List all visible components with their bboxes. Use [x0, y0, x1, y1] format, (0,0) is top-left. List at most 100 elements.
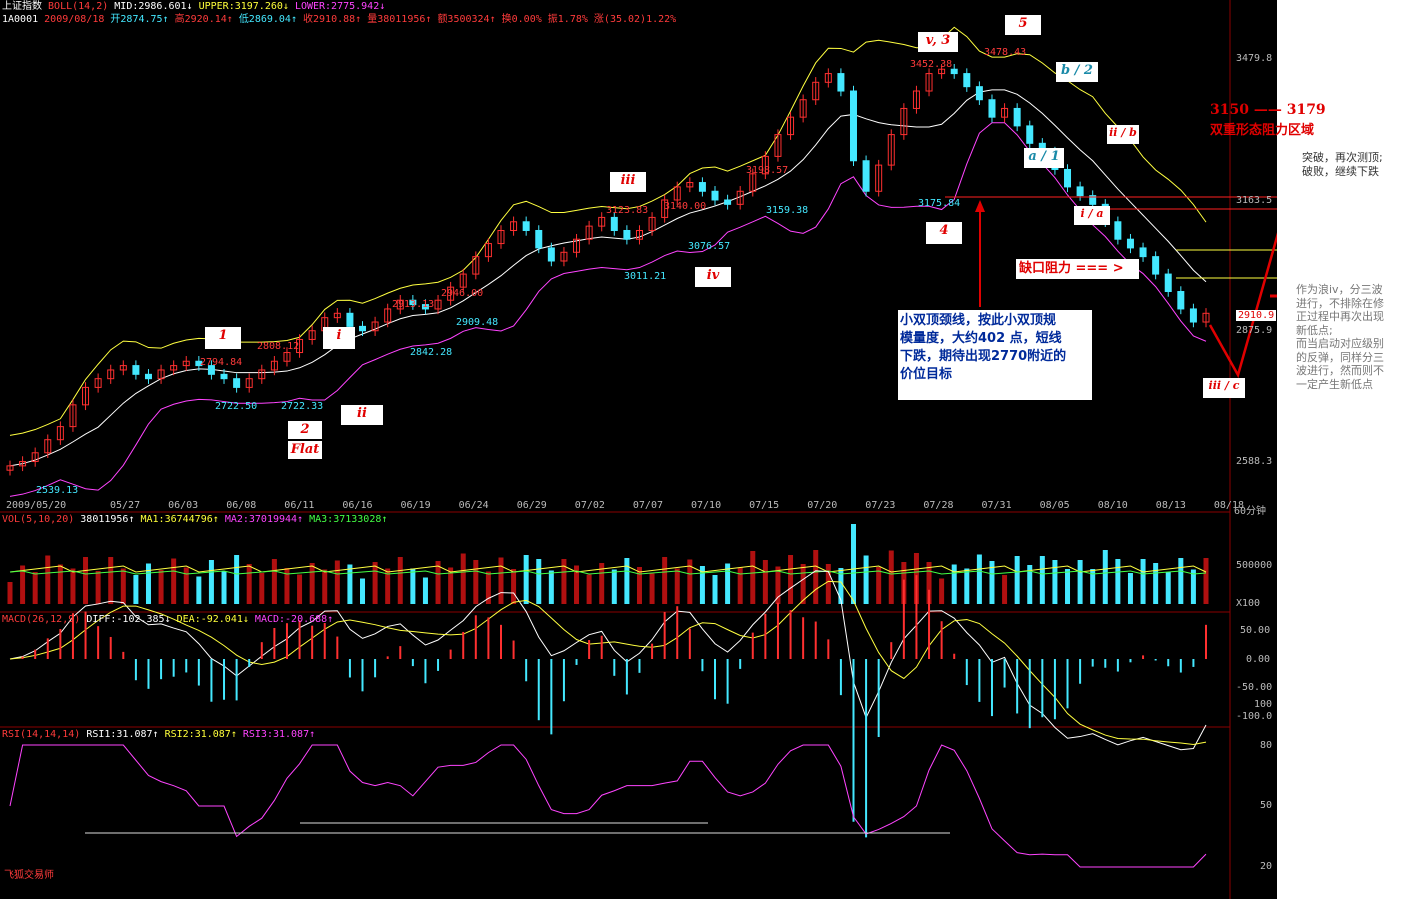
boll-mid: MID:2986.601↓ [114, 1, 193, 12]
candle-body [1013, 107, 1021, 127]
volume-ma3: MA3:37133028↑ [309, 514, 388, 525]
wave-note-line: 进行，不排除在修 [1296, 296, 1384, 310]
candle-body [749, 173, 757, 192]
volume-bar [976, 554, 982, 604]
candle-body [975, 86, 983, 101]
volume-bar [876, 567, 882, 604]
candle-body [258, 369, 266, 380]
rsi-tick: 50 [1260, 800, 1273, 811]
price-point-label: 2913.13 [392, 299, 435, 310]
macd-dea: DEA:-92.041↓ [176, 614, 249, 625]
volume-bar [775, 566, 781, 604]
candle-body [157, 369, 165, 380]
candle-body [547, 247, 555, 262]
volume-ma1: MA1:36744796↑ [140, 514, 219, 525]
candle-body [862, 160, 870, 192]
candle-body [648, 216, 656, 231]
date-tick: 08/05 [1039, 500, 1070, 511]
volume-bar [611, 569, 617, 604]
candle-body [409, 299, 417, 306]
volume-bar [712, 575, 718, 604]
breakout-note-1: 突破，再次测顶; [1302, 151, 1383, 164]
volume-bar [271, 559, 277, 604]
candle-body [1152, 256, 1160, 275]
date-tick: 06/29 [516, 500, 547, 511]
date-tick: 05/27 [110, 500, 141, 511]
volume-bar [838, 568, 844, 604]
date-tick: 07/10 [691, 500, 722, 511]
right-annotation-panel [1277, 0, 1404, 899]
volume-ma3-line [9, 570, 1207, 575]
volume-bar [498, 557, 504, 604]
candle-body [170, 365, 178, 371]
candle-body [887, 134, 895, 166]
volume-bar [183, 567, 189, 604]
date-tick: 07/31 [981, 500, 1012, 511]
price-point-label: 2722.33 [281, 401, 324, 412]
volume-bar [334, 560, 340, 604]
volume-bar [196, 576, 202, 604]
volume-bar [548, 570, 554, 604]
price-point-label: 3076.57 [688, 241, 731, 252]
volume-bar [246, 564, 252, 604]
volume-bar [649, 573, 655, 604]
volume-bar [460, 553, 466, 604]
high-value: 高2920.14↑ [174, 14, 233, 25]
volume-bar [70, 568, 76, 604]
price-point-label: 2722.50 [215, 401, 258, 412]
projection-path [1208, 204, 1288, 379]
volume-bar [158, 570, 164, 604]
wave-box-iiic: iii / c [1203, 378, 1245, 398]
price-point-label: 3140.00 [664, 201, 707, 212]
volume-bar [636, 567, 642, 604]
candle-body [598, 216, 606, 227]
volume-bar [95, 571, 101, 604]
candle-body [447, 286, 455, 301]
date-tick: 07/15 [749, 500, 780, 511]
volume-bar [120, 568, 126, 604]
volume-bar [473, 560, 479, 604]
price-header: 上证指数 BOLL(14,2) MID:2986.601↓ UPPER:3197… [2, 1, 385, 13]
date-tick: 06/08 [226, 500, 257, 511]
candle-body [963, 73, 971, 88]
volume-bar [133, 575, 139, 604]
rsi-2: RSI2:31.087↑ [164, 729, 237, 740]
volume-bar [561, 559, 567, 604]
volume-bar [825, 564, 831, 604]
candle-body [144, 373, 152, 380]
rsi-tick: 20 [1260, 861, 1273, 872]
wave-box-5: 5 [1005, 15, 1041, 35]
rsi-3: RSI3:31.087↑ [242, 729, 316, 740]
candle-body [195, 360, 203, 367]
wave-box-v3: v, 3 [918, 32, 958, 52]
price-point-label: 3159.38 [766, 205, 809, 216]
candle-body [459, 273, 467, 288]
volume-bar [574, 565, 580, 604]
candle-body [497, 229, 505, 245]
volume-bar [171, 558, 177, 604]
candle-body [950, 68, 958, 75]
price-point-label: 3011.21 [624, 271, 667, 282]
candle-body [1164, 273, 1172, 293]
volume-bar [888, 550, 894, 604]
macd-tick: -50.00 [1236, 682, 1273, 693]
volume-bar [1140, 559, 1146, 604]
index-name: 上证指数 [2, 1, 42, 12]
volume-bar [297, 574, 303, 604]
boll-upper: UPPER:3197.260↓ [198, 1, 289, 12]
candle-body [270, 360, 278, 371]
date-tick: 06/03 [168, 500, 199, 511]
volume-now: 38011956↑ [80, 514, 135, 525]
amplitude-value: 振1.78% [547, 14, 588, 25]
candle-body [1076, 186, 1084, 197]
volume-bar [1178, 558, 1184, 604]
volume-bar [1090, 569, 1096, 604]
wave-note-line: 的反弹，同样分三 [1296, 350, 1384, 364]
resistance-range: 3150 —— 3179 [1210, 102, 1326, 118]
date-tick: 07/20 [807, 500, 838, 511]
volume-bar [145, 563, 151, 604]
wave-note-line: 一定产生新低点 [1296, 377, 1373, 391]
index-code: 1A0001 [2, 14, 39, 25]
price-point-label: 3198.57 [746, 165, 789, 176]
volume-bar [57, 564, 63, 604]
